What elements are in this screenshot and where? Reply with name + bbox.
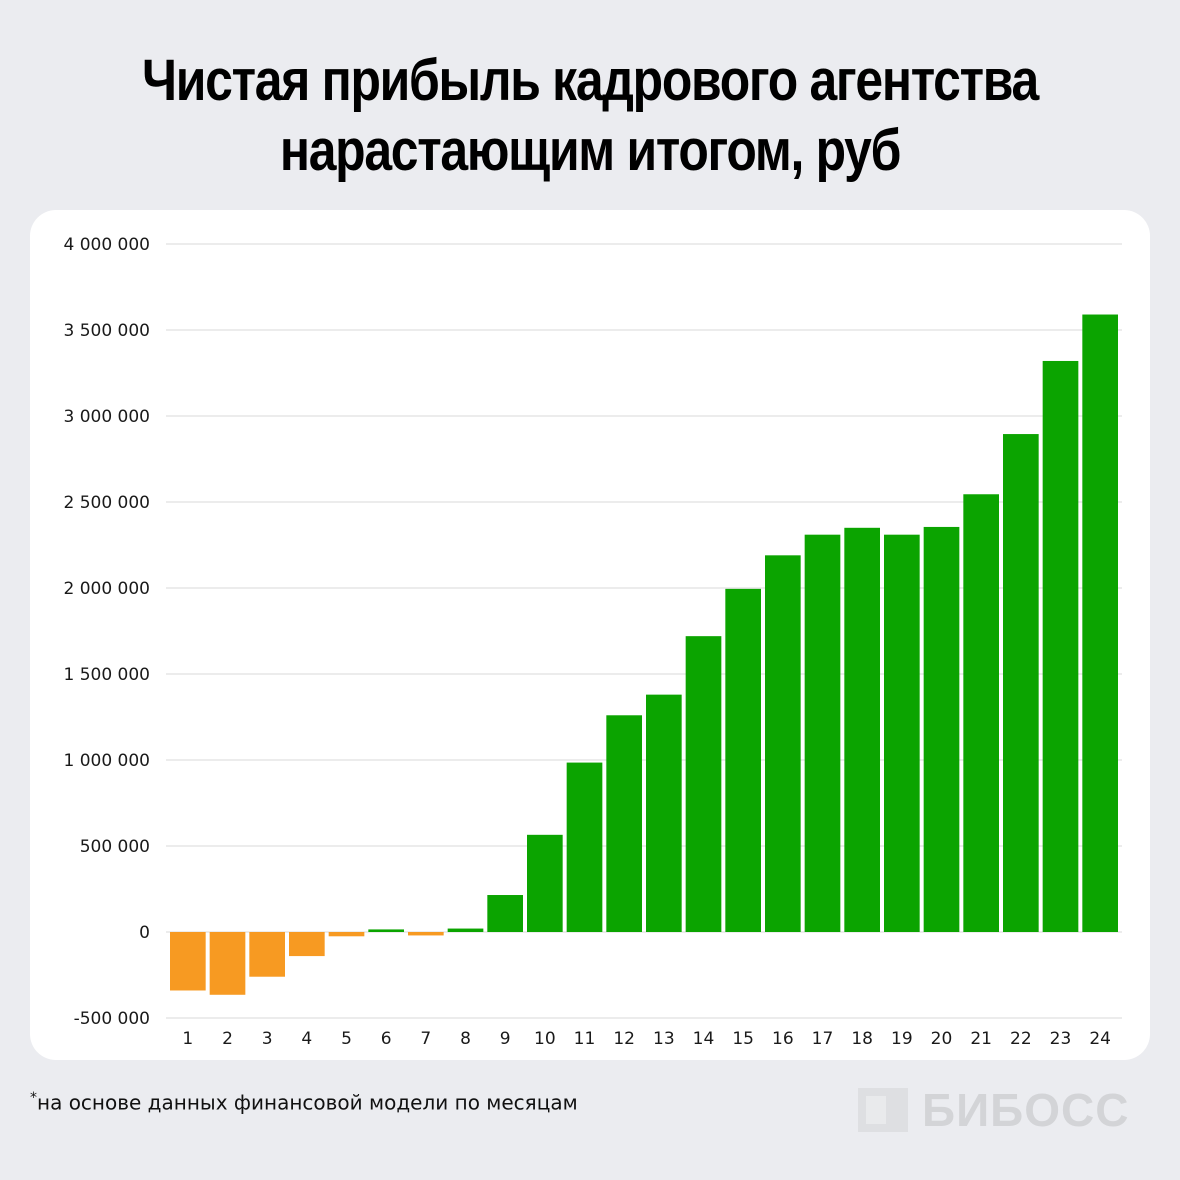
bar	[923, 526, 960, 932]
chart-title: Чистая прибыль кадрового агентства нарас…	[83, 46, 1098, 186]
logo: БИБОСС	[858, 1084, 1130, 1136]
y-tick-label: 1 000 000	[63, 751, 150, 771]
bar	[368, 929, 404, 932]
x-tick-label: 5	[341, 1029, 352, 1049]
y-tick-label: -500 000	[74, 1009, 150, 1029]
x-tick-label: 24	[1089, 1029, 1111, 1049]
y-tick-label: 2 000 000	[63, 579, 150, 599]
y-tick-label: 2 500 000	[63, 493, 150, 513]
x-tick-label: 11	[574, 1029, 596, 1049]
bar	[1082, 314, 1118, 932]
bar	[249, 932, 285, 977]
x-axis-tick-labels: 1 2 3 4 5 6 7 8 9 10 11 12 13 14 15 16 17 18 19 20 21 22 23 24	[182, 1029, 1111, 1049]
x-tick-label: 9	[500, 1029, 511, 1049]
footnote-mark: *	[30, 1090, 37, 1106]
chart-card: 4 000 000 3 500 000 3 000 000 2 500 000 2 00…	[30, 210, 1150, 1060]
bar	[725, 588, 761, 932]
x-tick-label: 22	[1010, 1029, 1032, 1049]
x-tick-label: 1	[182, 1029, 193, 1049]
y-tick-label: 0	[139, 923, 150, 943]
bar-layer	[170, 314, 1118, 995]
x-tick-label: 3	[262, 1029, 273, 1049]
x-tick-label: 13	[653, 1029, 675, 1049]
y-tick-label: 3 500 000	[63, 321, 150, 341]
logo-mark-icon	[858, 1088, 908, 1132]
x-tick-label: 19	[891, 1029, 913, 1049]
bar	[804, 534, 841, 932]
bar	[170, 932, 206, 991]
x-tick-label: 16	[772, 1029, 794, 1049]
x-tick-label: 23	[1050, 1029, 1072, 1049]
y-tick-label: 3 000 000	[63, 407, 150, 427]
bar	[566, 762, 603, 932]
bar	[1003, 434, 1039, 932]
chart-title-line-2: нарастающим итогом, руб	[279, 118, 902, 183]
chart-title-line-1: Чистая прибыль кадрового агентства	[142, 48, 1039, 113]
grid-layer	[166, 243, 1122, 1019]
bar	[685, 636, 722, 932]
bar	[408, 932, 444, 936]
bar	[646, 694, 682, 932]
x-tick-label: 8	[460, 1029, 471, 1049]
footnote-text: на основе данных финансовой модели по ме…	[37, 1090, 578, 1115]
bar	[844, 527, 880, 932]
bar	[447, 928, 484, 932]
y-tick-label: 500 000	[80, 837, 150, 857]
y-tick-label: 1 500 000	[63, 665, 150, 685]
x-tick-label: 20	[931, 1029, 953, 1049]
x-tick-label: 12	[613, 1029, 635, 1049]
x-tick-label: 21	[970, 1029, 992, 1049]
x-tick-label: 14	[693, 1029, 715, 1049]
bar	[606, 715, 642, 932]
x-tick-label: 18	[851, 1029, 873, 1049]
x-tick-label: 6	[381, 1029, 392, 1049]
logo-text: БИБОСС	[922, 1084, 1130, 1136]
bar-chart: 4 000 000 3 500 000 3 000 000 2 500 000 2 00…	[63, 235, 1122, 1049]
bar	[765, 555, 801, 932]
x-tick-label: 17	[812, 1029, 834, 1049]
x-tick-label: 4	[301, 1029, 312, 1049]
bar	[963, 494, 999, 932]
x-tick-label: 10	[534, 1029, 556, 1049]
bar	[527, 834, 563, 932]
bar	[884, 534, 920, 932]
x-tick-label: 15	[732, 1029, 754, 1049]
y-tick-label: 4 000 000	[63, 235, 150, 255]
bar	[1042, 360, 1079, 932]
y-axis-tick-labels: 4 000 000 3 500 000 3 000 000 2 500 000 2 00…	[63, 235, 150, 1029]
bar	[209, 932, 246, 995]
bar	[328, 932, 365, 937]
bar	[289, 932, 325, 957]
x-tick-label: 7	[420, 1029, 431, 1049]
footnote: *на основе данных финансовой модели по м…	[30, 1090, 578, 1115]
bar	[487, 895, 523, 932]
x-tick-label: 2	[222, 1029, 233, 1049]
